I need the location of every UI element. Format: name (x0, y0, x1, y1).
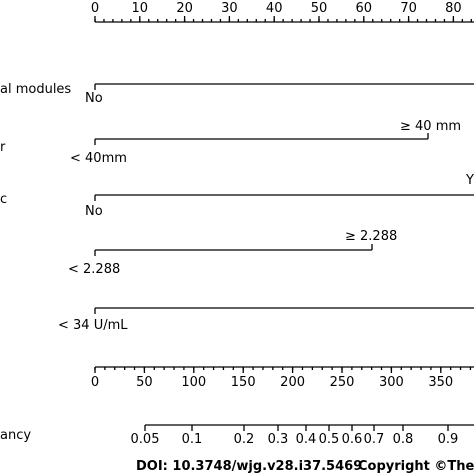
footer-copyright: Copyright ©The (358, 459, 474, 474)
tick-label: 0.1 (182, 432, 203, 447)
level-label: < 34 U/mL (58, 318, 128, 333)
tick-label: 50 (136, 375, 153, 390)
tick-label: 70 (400, 1, 417, 16)
tick-label: 0.6 (342, 432, 363, 447)
tick-label: 300 (379, 375, 404, 390)
tick-label: 0.05 (131, 432, 160, 447)
tick-label: 0.3 (268, 432, 289, 447)
level-label: < 40mm (70, 151, 127, 166)
level-label: No (85, 204, 103, 219)
tick-label: 20 (176, 1, 193, 16)
tick-label: 250 (330, 375, 355, 390)
tick-label: 80 (445, 1, 462, 16)
tick-label: 60 (356, 1, 373, 16)
level-label: No (85, 91, 103, 106)
tick-label: 0 (91, 1, 99, 16)
tick-label: 30 (221, 1, 238, 16)
variable-name: al modules (0, 82, 71, 97)
tick-label: 150 (231, 375, 256, 390)
tick-label: 0.2 (234, 432, 255, 447)
tick-label: 100 (181, 375, 206, 390)
level-label: < 2.288 (68, 262, 120, 277)
level-label: ≥ 40 mm (400, 119, 461, 134)
tick-label: 350 (428, 375, 453, 390)
variable-name: c (0, 192, 7, 207)
footer-doi: DOI: 10.3748/wjg.v28.i37.5469 (136, 459, 362, 474)
tick-label: 0.8 (393, 432, 414, 447)
tick-label: 0 (91, 375, 99, 390)
tick-label: 50 (311, 1, 328, 16)
tick-label: 40 (266, 1, 283, 16)
tick-label: 0.4 (296, 432, 317, 447)
tick-label: 0.7 (364, 432, 385, 447)
variable-name: r (0, 140, 6, 155)
tick-label: 0.9 (438, 432, 459, 447)
tick-label: 200 (280, 375, 305, 390)
level-label: ≥ 2.288 (345, 229, 397, 244)
axis-name: ancy (0, 428, 31, 443)
tick-label: 0.5 (319, 432, 340, 447)
level-label: Y (465, 173, 474, 188)
tick-label: 10 (132, 1, 149, 16)
